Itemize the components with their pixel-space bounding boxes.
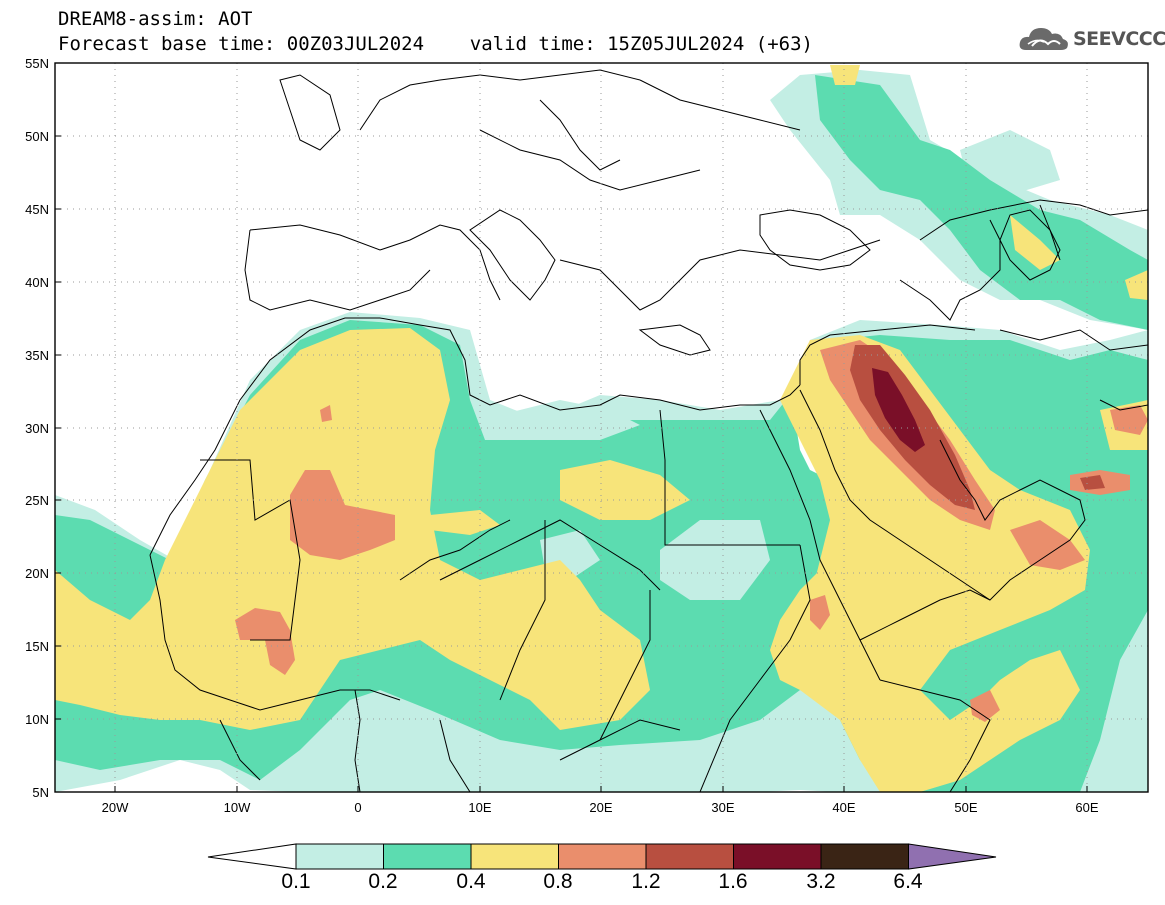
colorbar-label-3-2: 3.2 <box>806 870 836 893</box>
aot-clear-patches <box>500 400 770 600</box>
colorbar-box-1-6 <box>733 843 822 870</box>
lat-label-50n: 50N <box>25 129 49 144</box>
colorbar-low-arrow <box>207 843 297 870</box>
colorbar-label-0-1: 0.1 <box>281 870 311 893</box>
lon-label-20w: 20W <box>101 800 129 815</box>
colorbar-label-0-8: 0.8 <box>543 870 573 893</box>
lon-label-50e: 50E <box>954 800 978 815</box>
gridlines <box>55 63 1148 792</box>
colorbar-label-0-4: 0.4 <box>456 870 486 893</box>
lon-label-40e: 40E <box>832 800 856 815</box>
cloud-icon <box>1019 28 1068 50</box>
colorbar-label-1-2: 1.2 <box>631 870 661 893</box>
lat-label-40n: 40N <box>25 275 49 290</box>
lat-label-20n: 20N <box>25 566 49 581</box>
lat-label-30n: 30N <box>25 421 49 436</box>
axis-ticks <box>55 62 1088 793</box>
coastlines-and-borders <box>149 69 1148 792</box>
lon-label-0: 0 <box>354 800 362 815</box>
colorbar-label-0-2: 0.2 <box>368 870 398 893</box>
lon-label-30e: 30E <box>711 800 735 815</box>
aot-level-1-6 <box>872 368 925 452</box>
forecast-times: Forecast base time: 00Z03JUL2024 valid t… <box>58 33 813 55</box>
lon-label-20e: 20E <box>589 800 613 815</box>
map-title: DREAM8-assim: AOT <box>58 8 253 30</box>
lon-label-10w: 10W <box>223 800 251 815</box>
colorbar-box-0-1 <box>295 843 384 870</box>
lat-label-5n: 5N <box>32 785 49 800</box>
colorbar-box-0-2 <box>383 843 472 870</box>
lat-label-45n: 45N <box>25 202 49 217</box>
colorbar-box-0-4 <box>470 843 559 870</box>
lat-label-55n: 55N <box>25 56 49 71</box>
lat-label-35n: 35N <box>25 348 49 363</box>
lat-label-10n: 10N <box>25 712 49 727</box>
lat-label-15n: 15N <box>25 639 49 654</box>
lon-label-60e: 60E <box>1075 800 1099 815</box>
lat-label-25n: 25N <box>25 493 49 508</box>
logo-text: SEEVCCC <box>1073 28 1165 50</box>
seevccc-logo: SEEVCCC <box>1018 22 1165 56</box>
colorbar-box-0-8 <box>558 843 647 870</box>
colorbar <box>207 843 997 870</box>
colorbar-high-arrow <box>908 843 997 870</box>
lon-label-10e: 10E <box>468 800 492 815</box>
colorbar-box-3-2 <box>820 843 909 870</box>
colorbar-label-6-4: 6.4 <box>893 870 923 893</box>
colorbar-label-1-6: 1.6 <box>718 870 748 893</box>
colorbar-box-1-2 <box>645 843 734 870</box>
